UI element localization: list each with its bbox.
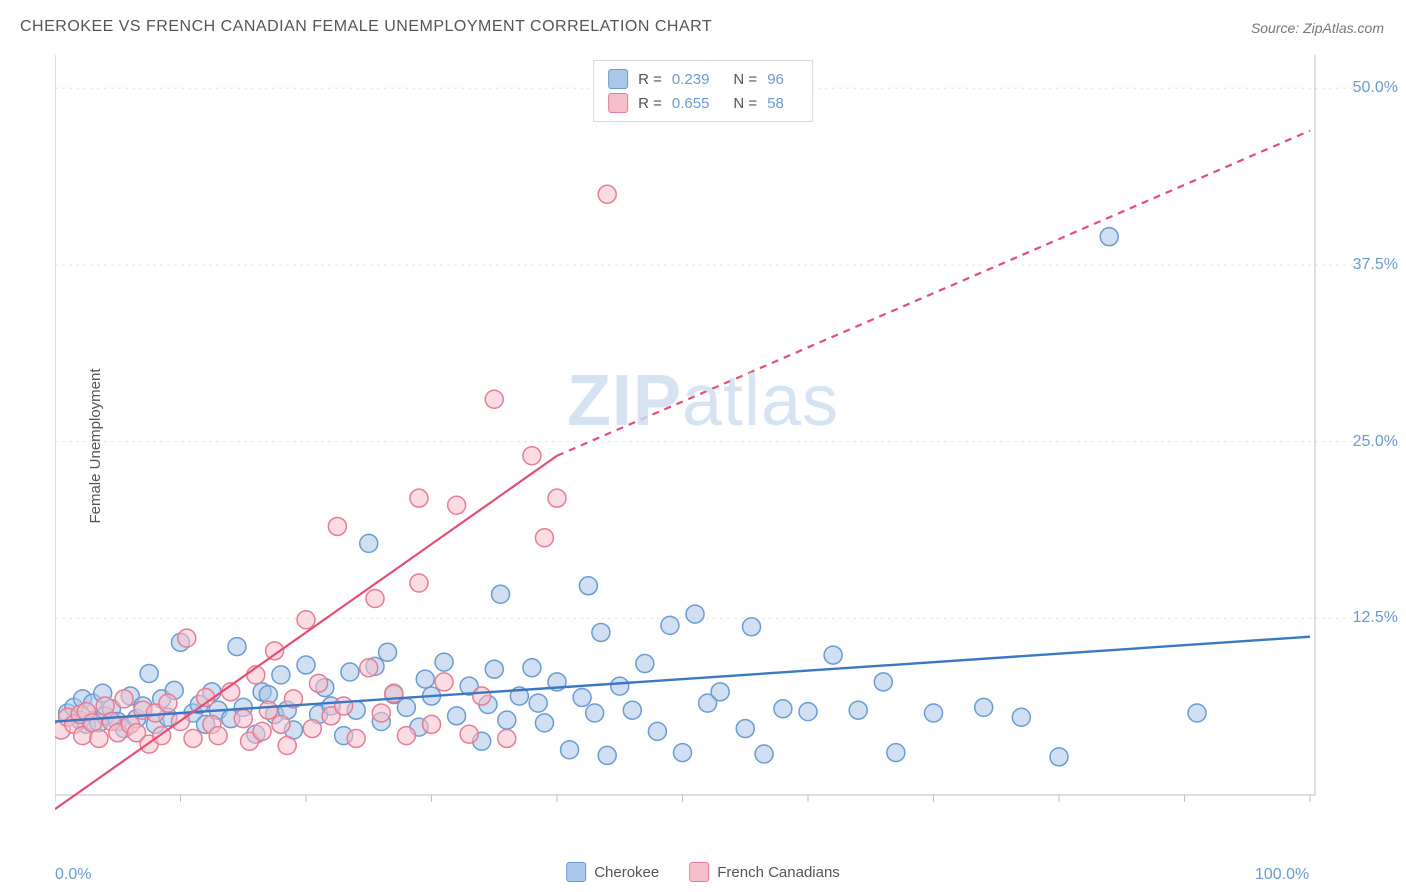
plot-area bbox=[55, 55, 1355, 825]
y-tick-label: 37.5% bbox=[1353, 256, 1398, 274]
legend-row: R = 0.655 N = 58 bbox=[608, 91, 798, 115]
legend-series-label: Cherokee bbox=[594, 864, 659, 881]
y-tick-label: 12.5% bbox=[1353, 609, 1398, 627]
x-tick-label: 0.0% bbox=[55, 866, 91, 884]
source-label: Source: ZipAtlas.com bbox=[1251, 20, 1384, 36]
legend-N-label: N = bbox=[733, 71, 757, 88]
legend-R-label: R = bbox=[638, 71, 662, 88]
legend-series-label: French Canadians bbox=[717, 864, 840, 881]
legend-swatch bbox=[689, 862, 709, 882]
legend-swatch bbox=[566, 862, 586, 882]
x-tick-label: 100.0% bbox=[1255, 866, 1309, 884]
legend-row: R = 0.239 N = 96 bbox=[608, 67, 798, 91]
legend-stats: R = 0.239 N = 96 R = 0.655 N = 58 bbox=[593, 60, 813, 122]
legend-N-value: 96 bbox=[767, 71, 784, 88]
legend-swatch bbox=[608, 69, 628, 89]
legend-N-label: N = bbox=[733, 95, 757, 112]
legend-series: Cherokee French Canadians bbox=[566, 862, 840, 882]
legend-R-label: R = bbox=[638, 95, 662, 112]
legend-N-value: 58 bbox=[767, 95, 784, 112]
y-tick-label: 25.0% bbox=[1353, 433, 1398, 451]
chart-title: CHEROKEE VS FRENCH CANADIAN FEMALE UNEMP… bbox=[20, 18, 712, 36]
legend-item: French Canadians bbox=[689, 862, 840, 882]
plot-svg bbox=[55, 55, 1355, 825]
legend-R-value: 0.239 bbox=[672, 71, 710, 88]
legend-item: Cherokee bbox=[566, 862, 659, 882]
legend-R-value: 0.655 bbox=[672, 95, 710, 112]
y-tick-label: 50.0% bbox=[1353, 79, 1398, 97]
legend-swatch bbox=[608, 93, 628, 113]
